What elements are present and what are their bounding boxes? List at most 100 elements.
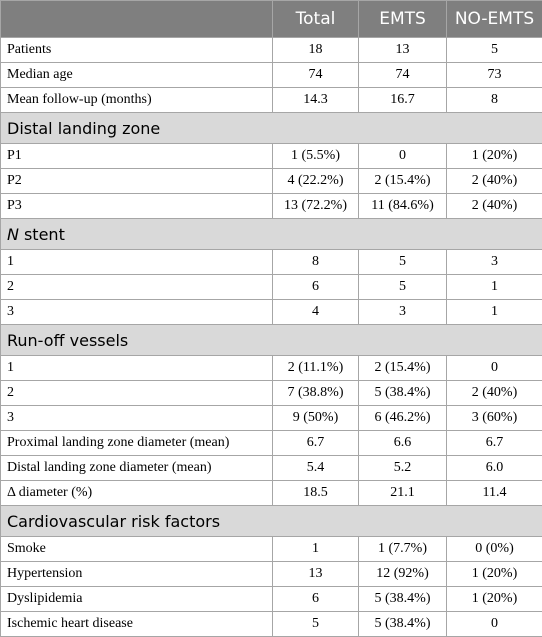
cell-value: 5.4: [272, 455, 359, 481]
row-label: Median age: [0, 62, 273, 88]
row-label: Δ diameter (%): [0, 480, 273, 506]
section-title-text: Cardiovascular risk factors: [7, 511, 221, 531]
cell-value: 2 (15.4%): [358, 355, 447, 381]
section-title-text: Run-off vessels: [7, 330, 129, 350]
cell-value: 7 (38.8%): [272, 380, 359, 406]
cell-value: 18: [272, 37, 359, 63]
row-label: P1: [0, 143, 273, 169]
section-row: Run-off vessels: [0, 324, 542, 356]
row-label: Proximal landing zone diameter (mean): [0, 430, 273, 456]
cell-value: 5 (38.4%): [358, 586, 447, 612]
section-title-text: Distal landing zone: [7, 118, 161, 138]
cell-value: 6 (46.2%): [358, 405, 447, 431]
cell-value: 2 (40%): [446, 380, 542, 406]
section-row: Cardiovascular risk factors: [0, 505, 542, 537]
section-title: Cardiovascular risk factors: [0, 505, 542, 537]
cell-value: 1 (20%): [446, 143, 542, 169]
cell-value: 0: [446, 611, 542, 637]
header-cell: [0, 0, 273, 38]
row-label: P2: [0, 168, 273, 194]
data-row: Mean follow-up (months) 14.3 16.7 8: [0, 87, 542, 113]
cell-value: 14.3: [272, 87, 359, 113]
header-cell: EMTS: [358, 0, 447, 38]
data-row: Dyslipidemia 6 5 (38.4%) 1 (20%): [0, 586, 542, 612]
cell-value: 3 (60%): [446, 405, 542, 431]
cell-value: 1: [272, 536, 359, 562]
cell-value: 1 (5.5%): [272, 143, 359, 169]
row-label: 2: [0, 274, 273, 300]
data-row: Δ diameter (%) 18.5 21.1 11.4: [0, 480, 542, 506]
row-label: Mean follow-up (months): [0, 87, 273, 113]
row-label: 1: [0, 249, 273, 275]
data-row: Median age 74 74 73: [0, 62, 542, 88]
cell-value: 74: [358, 62, 447, 88]
cell-value: 4: [272, 299, 359, 325]
data-row: Patients 18 13 5: [0, 37, 542, 63]
row-label: Ischemic heart disease: [0, 611, 273, 637]
cell-value: 6.6: [358, 430, 447, 456]
cell-value: 6.0: [446, 455, 542, 481]
cell-value: 8: [446, 87, 542, 113]
cell-value: 6.7: [272, 430, 359, 456]
cell-value: 0 (0%): [446, 536, 542, 562]
cell-value: 3: [358, 299, 447, 325]
cell-value: 5: [358, 249, 447, 275]
table-body: Patients 18 13 5 Median age 74 74 73 Mean follow…: [0, 37, 542, 637]
cell-value: 6.7: [446, 430, 542, 456]
cell-value: 5 (38.4%): [358, 380, 447, 406]
row-label: Hypertension: [0, 561, 273, 587]
cell-value: 2 (40%): [446, 193, 542, 219]
cell-value: 18.5: [272, 480, 359, 506]
row-label: Distal landing zone diameter (mean): [0, 455, 273, 481]
cell-value: 1 (7.7%): [358, 536, 447, 562]
cell-value: 0: [358, 143, 447, 169]
row-label: Dyslipidemia: [0, 586, 273, 612]
cell-value: 1: [446, 274, 542, 300]
cell-value: 74: [272, 62, 359, 88]
cell-value: 8: [272, 249, 359, 275]
row-label: Smoke: [0, 536, 273, 562]
cell-value: 9 (50%): [272, 405, 359, 431]
cell-value: 13 (72.2%): [272, 193, 359, 219]
data-row: Proximal landing zone diameter (mean) 6.7…: [0, 430, 542, 456]
row-label: 1: [0, 355, 273, 381]
cell-value: 6: [272, 586, 359, 612]
data-row: Ischemic heart disease 5 5 (38.4%) 0: [0, 611, 542, 637]
row-label: 3: [0, 299, 273, 325]
cell-value: 73: [446, 62, 542, 88]
row-label: P3: [0, 193, 273, 219]
cell-value: 5: [358, 274, 447, 300]
cell-value: 2 (15.4%): [358, 168, 447, 194]
cell-value: 5: [272, 611, 359, 637]
row-label: 2: [0, 380, 273, 406]
section-title-italic: N: [7, 224, 19, 244]
cell-value: 11 (84.6%): [358, 193, 447, 219]
cell-value: 21.1: [358, 480, 447, 506]
header-row: Total EMTS NO-EMTS: [0, 0, 542, 38]
cell-value: 13: [358, 37, 447, 63]
section-title-text: stent: [23, 224, 65, 244]
data-row: Hypertension 13 12 (92%) 1 (20%): [0, 561, 542, 587]
cell-value: 2 (40%): [446, 168, 542, 194]
cell-value: 1: [446, 299, 542, 325]
cell-value: 12 (92%): [358, 561, 447, 587]
cell-value: 16.7: [358, 87, 447, 113]
cell-value: 5 (38.4%): [358, 611, 447, 637]
cell-value: 6: [272, 274, 359, 300]
data-row: Distal landing zone diameter (mean) 5.4 5.…: [0, 455, 542, 481]
data-row: P1 1 (5.5%) 0 1 (20%): [0, 143, 542, 169]
cell-value: 2 (11.1%): [272, 355, 359, 381]
header-cell: Total: [272, 0, 359, 38]
data-row: P3 13 (72.2%) 11 (84.6%) 2 (40%): [0, 193, 542, 219]
section-title: Distal landing zone: [0, 112, 542, 144]
cell-value: 13: [272, 561, 359, 587]
